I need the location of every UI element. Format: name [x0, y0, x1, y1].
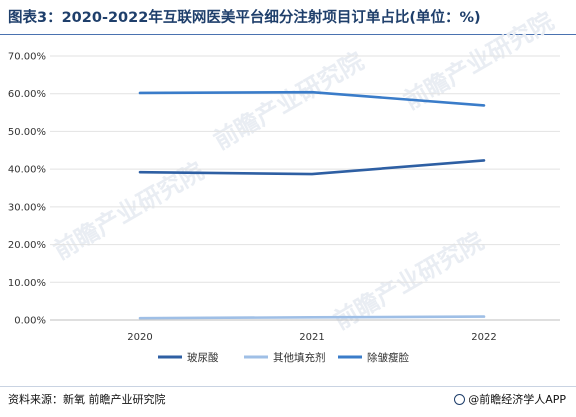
footer-divider: [0, 386, 576, 387]
grid-lines: [50, 55, 560, 321]
brand-credit: @前瞻经济学人APP: [454, 391, 566, 407]
y-tick-label: 70.00%: [8, 52, 46, 63]
y-tick-label: 10.00%: [8, 278, 46, 289]
y-tick-label: 20.00%: [8, 240, 46, 251]
legend: 玻尿酸 其他填充剂 除皱瘦脸: [158, 351, 409, 364]
y-tick-label: 40.00%: [8, 165, 46, 176]
legend-label: 除皱瘦脸: [367, 351, 409, 364]
title-divider: [0, 34, 576, 35]
legend-label: 玻尿酸: [187, 351, 219, 364]
x-tick-label: 2022: [471, 332, 496, 343]
watermark-text: 前瞻产业研究院: [329, 227, 488, 335]
watermark-text: 前瞻产业研究院: [209, 47, 368, 155]
y-tick-label: 60.00%: [8, 89, 46, 100]
watermark-text: 前瞻产业研究院: [399, 7, 558, 115]
source-note: 资料来源：新氧 前瞻产业研究院: [8, 393, 166, 406]
legend-label: 其他填充剂: [273, 351, 326, 364]
y-tick-label: 0.00%: [14, 316, 46, 327]
y-axis-ticks: 0.00% 10.00% 20.00% 30.00% 40.00% 50.00% 60.00…: [8, 52, 46, 327]
y-tick-label: 30.00%: [8, 202, 46, 213]
x-tick-label: 2021: [299, 332, 324, 343]
brand-label: @前瞻经济学人APP: [468, 393, 566, 406]
x-axis-ticks: 2020 2021 2022: [127, 332, 496, 343]
x-tick-label: 2020: [127, 332, 152, 343]
y-tick-label: 50.00%: [8, 127, 46, 138]
chart-title: 图表3：2020-2022年互联网医美平台细分注射项目订单占比(单位：%): [8, 10, 481, 26]
brand-logo-icon: [454, 394, 466, 405]
series-lines: [138, 90, 486, 320]
